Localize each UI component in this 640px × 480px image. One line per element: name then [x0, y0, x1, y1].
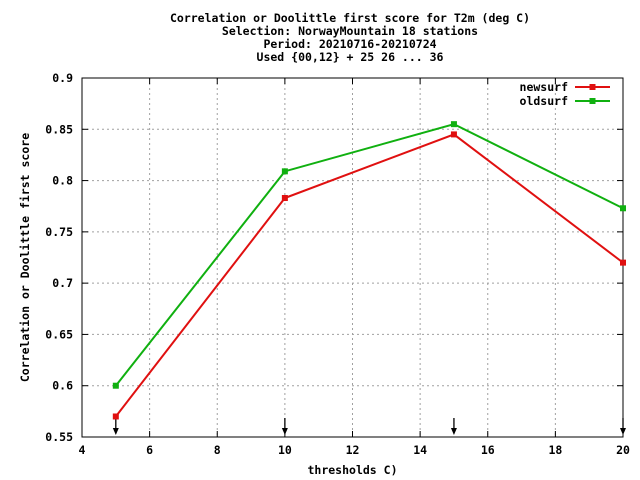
- data-point-newsurf: [281, 195, 288, 202]
- y-tick-label: 0.6: [52, 379, 73, 393]
- y-tick-label: 0.55: [45, 430, 73, 444]
- arrow-head: [281, 428, 288, 435]
- data-point-newsurf: [620, 259, 626, 266]
- legend-label-oldsurf: oldsurf: [520, 94, 569, 108]
- data-point-oldsurf: [450, 121, 457, 128]
- chart-title: Correlation or Doolittle first score for…: [170, 11, 530, 64]
- y-tick-label: 0.65: [45, 327, 73, 341]
- x-tick-label: 6: [146, 443, 153, 457]
- y-tick-label: 0.8: [52, 174, 73, 188]
- x-tick-label: 20: [616, 443, 630, 457]
- data-point-oldsurf: [620, 205, 626, 212]
- y-tick-labels: 0.55 0.6 0.65 0.7 0.75 0.8 0.85 0.9: [45, 71, 73, 444]
- arrow-head: [620, 428, 626, 435]
- data-point-newsurf: [450, 131, 457, 138]
- grid: [82, 78, 623, 437]
- y-axis-label: Correlation or Doolittle first score: [18, 133, 32, 382]
- x-tick-label: 8: [214, 443, 221, 457]
- x-tick-label: 4: [79, 443, 86, 457]
- title-line: Period: 20210716-20210724: [263, 37, 436, 51]
- y-tick-label: 0.7: [52, 276, 73, 290]
- arrow-head: [450, 428, 457, 435]
- x-tick-labels: 4 6 8 10 12 14 16 18 20: [79, 443, 630, 457]
- x-tick-label: 16: [481, 443, 495, 457]
- y-tick-label: 0.9: [52, 71, 73, 85]
- legend-label-newsurf: newsurf: [520, 80, 569, 94]
- legend-marker-oldsurf: [589, 98, 596, 104]
- data-point-newsurf: [112, 413, 119, 420]
- title-line: Selection: NorwayMountain 18 stations: [222, 24, 478, 38]
- x-tick-label: 14: [413, 443, 427, 457]
- x-tick-label: 12: [346, 443, 360, 457]
- data-point-oldsurf: [112, 382, 119, 389]
- legend-marker-newsurf: [589, 84, 596, 90]
- y-tick-label: 0.75: [45, 225, 73, 239]
- title-line: Correlation or Doolittle first score for…: [170, 11, 530, 25]
- series: [112, 121, 626, 420]
- threshold-arrows: [112, 418, 626, 435]
- data-point-oldsurf: [281, 168, 288, 175]
- series-line-newsurf: [115, 133, 624, 418]
- title-line: Used {00,12} + 25 26 ... 36: [257, 50, 444, 64]
- series-line-oldsurf: [115, 123, 624, 387]
- x-tick-label: 18: [548, 443, 562, 457]
- x-tick-label: 10: [278, 443, 292, 457]
- arrow-head: [112, 428, 119, 435]
- y-tick-label: 0.85: [45, 122, 73, 136]
- x-axis-label: thresholds C): [307, 463, 397, 477]
